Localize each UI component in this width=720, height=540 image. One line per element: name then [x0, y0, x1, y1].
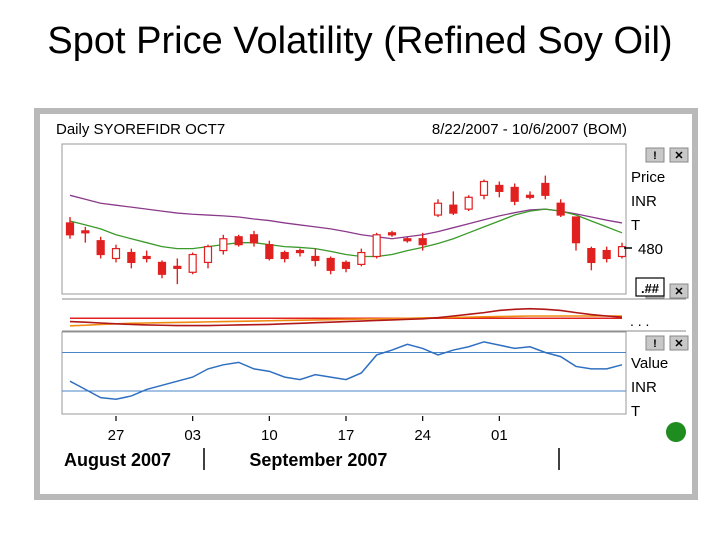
candle-body	[372, 234, 381, 258]
format-button[interactable]	[635, 277, 665, 297]
middle-series-line-2	[69, 315, 622, 327]
candle-body	[464, 196, 473, 210]
price-panel-frame	[61, 143, 627, 295]
candle-body	[280, 251, 289, 260]
price-axis-label: INR	[631, 193, 657, 210]
candle-body	[173, 265, 182, 269]
symbol-label: Daily SYOREFIDR OCT7	[56, 121, 225, 138]
candle-body	[326, 257, 335, 271]
candle-body	[249, 234, 259, 244]
slide-title: Spot Price Volatility (Refined Soy Oil)	[47, 20, 673, 62]
close-button[interactable]	[669, 147, 689, 163]
candle-body	[203, 246, 213, 264]
candle-body	[602, 249, 611, 260]
price-level-label: 480	[638, 241, 663, 258]
candle-body	[295, 249, 305, 254]
price-axis-label: Price	[631, 169, 665, 186]
indicator-axis-label: T	[631, 403, 640, 420]
candle-body	[541, 182, 550, 196]
month-label: September 2007	[249, 450, 387, 470]
indicator-value-line	[69, 341, 623, 400]
price-axis-label: T	[631, 217, 640, 234]
indicator-axis-label: Value	[631, 355, 668, 372]
chart-frame: Daily SYOREFIDR OCT7 8/22/2007 - 10/6/200…	[34, 108, 698, 500]
candle-body	[418, 238, 427, 246]
candle-body	[449, 204, 458, 214]
candle-body	[341, 261, 351, 269]
candle-body	[479, 180, 489, 196]
candle-body	[157, 261, 167, 275]
pin-button[interactable]	[645, 147, 665, 163]
chart-svg: Daily SYOREFIDR OCT7 8/22/2007 - 10/6/200…	[40, 114, 692, 494]
candle-body	[234, 236, 243, 246]
indicator-panel-frame	[61, 331, 627, 415]
chart-canvas	[40, 114, 692, 494]
date-range-label: 8/22/2007 - 10/6/2007 (BOM)	[432, 121, 627, 138]
candle-body	[403, 238, 412, 242]
candle-body	[571, 216, 581, 244]
candle-body	[142, 255, 151, 260]
close-button-symbol: ✕	[674, 150, 683, 162]
moving-average-line-1	[69, 194, 623, 240]
candle-body	[311, 255, 320, 262]
pin-button-symbol: !	[653, 150, 657, 162]
candle-body	[188, 253, 197, 273]
indicator-axis-label: INR	[631, 379, 657, 396]
close-button[interactable]	[669, 283, 689, 299]
candle-body	[495, 184, 504, 192]
x-tick-label: 01	[491, 427, 508, 444]
candle-body	[357, 251, 366, 265]
x-tick-label: 17	[338, 427, 355, 444]
close-button[interactable]	[669, 335, 689, 351]
x-tick-label: 27	[108, 427, 125, 444]
candle-body	[96, 240, 105, 256]
month-label: August 2007	[64, 450, 171, 470]
x-tick-label: 10	[261, 427, 278, 444]
candle-body	[81, 230, 90, 234]
status-dot-icon	[666, 422, 686, 442]
candle-body	[587, 248, 596, 264]
close-button-symbol: ✕	[674, 286, 683, 298]
candle-body	[525, 194, 535, 198]
candle-body	[556, 202, 565, 216]
candle-body	[387, 232, 397, 236]
candle-body	[111, 248, 121, 260]
pin-button[interactable]	[645, 335, 665, 351]
candle-body	[433, 202, 443, 216]
close-button-symbol: ✕	[674, 338, 683, 350]
pin-button-symbol: !	[653, 338, 657, 350]
middle-series-line-3	[69, 307, 623, 327]
candle-body	[127, 251, 136, 264]
candle-body	[510, 186, 519, 202]
candle-body	[219, 238, 228, 252]
middle-panel-label: . . .	[630, 313, 649, 329]
format-button-label: .##	[641, 281, 660, 296]
moving-average-line-2	[69, 208, 623, 258]
candle-body	[265, 244, 274, 260]
x-tick-label: 03	[184, 427, 201, 444]
candle-body	[617, 246, 627, 258]
x-tick-label: 24	[414, 427, 431, 444]
candle-body	[65, 222, 75, 236]
